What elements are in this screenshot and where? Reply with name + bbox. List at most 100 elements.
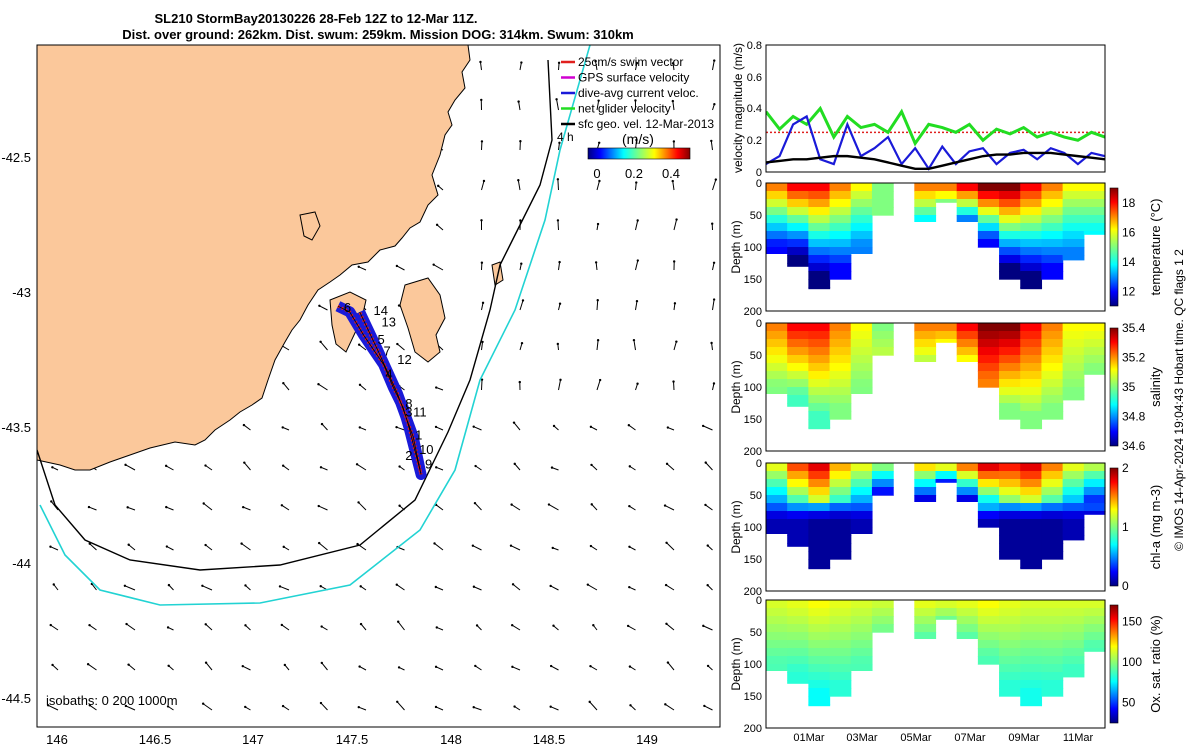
section-cell	[766, 339, 788, 348]
section-cell	[787, 183, 809, 192]
section-cell	[1020, 183, 1043, 192]
current-vector-head	[320, 422, 324, 426]
current-vector	[510, 545, 521, 551]
current-vector-head	[628, 665, 632, 668]
section-cell	[808, 427, 831, 430]
section-cell	[766, 231, 788, 240]
current-vector	[396, 426, 405, 431]
section-cell	[766, 371, 788, 380]
current-vector-head	[636, 259, 639, 262]
section-cell	[1041, 419, 1064, 420]
section-cell	[977, 656, 1000, 665]
section-cell	[1083, 207, 1106, 216]
section-cell	[935, 191, 958, 200]
current-vector	[128, 664, 136, 671]
section-cell	[871, 463, 894, 472]
section-cell	[850, 511, 873, 520]
current-vector	[635, 220, 639, 231]
current-vector	[514, 463, 521, 471]
current-vector	[166, 506, 174, 511]
section-cell	[850, 487, 873, 496]
current-vector	[205, 544, 213, 551]
section-cell	[1020, 339, 1043, 348]
section-cell	[1083, 640, 1106, 649]
current-vector	[435, 666, 444, 671]
section-cell	[808, 411, 831, 420]
section-cell	[1041, 215, 1064, 224]
section-cell	[1062, 495, 1085, 504]
section-cell	[787, 624, 809, 633]
current-vector-head	[590, 503, 593, 506]
section-cell	[977, 624, 1000, 633]
section-cell	[787, 543, 809, 547]
section-ylabel: Depth (m)	[729, 220, 743, 273]
section-cell	[935, 199, 958, 203]
current-vector	[666, 463, 675, 471]
day-label: 7	[383, 344, 390, 359]
current-vector	[704, 705, 713, 711]
current-vector	[712, 299, 715, 311]
section-cell	[850, 239, 873, 248]
current-vector	[666, 542, 675, 551]
current-vector-head	[244, 584, 247, 587]
section-cell	[1020, 223, 1043, 232]
current-vector-head	[665, 462, 669, 466]
section-cell	[935, 463, 958, 472]
hours-label: 4 h	[557, 130, 574, 144]
section-cell	[914, 608, 937, 617]
current-vector	[705, 504, 713, 511]
section-cell	[1083, 648, 1106, 652]
speed-colorbar-gradient	[587, 147, 691, 160]
current-vector-head	[704, 503, 707, 507]
section-cell	[1062, 672, 1085, 678]
section-cell	[766, 471, 788, 480]
current-vector-head	[549, 584, 552, 588]
current-vector-head	[714, 178, 718, 181]
legend-label: dive-avg current veloc.	[578, 86, 699, 100]
section-cell	[977, 355, 1000, 364]
section-cell	[956, 487, 979, 496]
current-vector	[481, 302, 484, 311]
section-cell	[766, 600, 788, 609]
section-cell	[999, 387, 1021, 396]
current-vector	[359, 384, 367, 391]
section-cell	[829, 559, 852, 560]
section-cell	[1083, 363, 1106, 372]
section-cell	[829, 371, 852, 380]
section-cell	[829, 263, 852, 272]
section-cell	[829, 279, 852, 280]
current-vector	[318, 505, 328, 511]
section-cell	[956, 608, 979, 617]
section-cell	[808, 624, 831, 633]
section-cell	[999, 616, 1021, 625]
current-vector-head	[706, 544, 709, 547]
section-cell	[1041, 183, 1064, 192]
section-ytick: 150	[744, 691, 762, 703]
speed-colorbar-tick: 0	[593, 166, 600, 181]
current-vector	[548, 504, 559, 511]
section-cell	[871, 624, 894, 633]
section-cell	[1062, 640, 1085, 649]
velocity-ytick: 0.2	[747, 135, 762, 147]
current-vector-head	[636, 219, 639, 222]
section-cell	[977, 183, 1000, 192]
section-cell	[999, 363, 1021, 372]
section-frame	[765, 462, 1106, 592]
section-cell	[1041, 487, 1064, 496]
current-vector-head	[165, 545, 169, 548]
section-cell	[808, 323, 831, 332]
section-colorbar	[1109, 467, 1119, 587]
section-cell	[787, 339, 809, 348]
velocity-ytick: 0.4	[747, 103, 762, 115]
current-vector-head	[435, 223, 439, 227]
section-cell	[1020, 231, 1043, 240]
section-cell	[850, 363, 873, 372]
current-vector-head	[474, 464, 477, 468]
section-cell	[787, 656, 809, 665]
section-cell	[1020, 239, 1043, 248]
current-vector-head	[471, 544, 475, 547]
section-cell	[1020, 279, 1043, 288]
section-cell	[977, 600, 1000, 609]
section-cell	[829, 664, 852, 673]
section-cell	[956, 355, 979, 362]
